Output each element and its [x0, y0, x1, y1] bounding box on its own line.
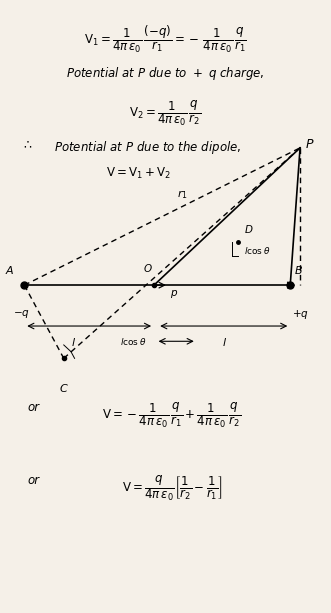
Text: $\mathrm{V} = -\dfrac{1}{4\pi\,\epsilon_0}\,\dfrac{q}{r_1} + \dfrac{1}{4\pi\,\ep: $\mathrm{V} = -\dfrac{1}{4\pi\,\epsilon_…: [103, 401, 242, 430]
Text: $\mathrm{V} = \mathrm{V}_1 + \mathrm{V}_2$: $\mathrm{V} = \mathrm{V}_1 + \mathrm{V}_…: [107, 166, 172, 181]
Text: $D$: $D$: [244, 223, 254, 235]
Text: or: or: [28, 401, 40, 414]
Text: $r_1$: $r_1$: [176, 188, 187, 201]
Text: $C$: $C$: [59, 381, 69, 394]
Text: $P$: $P$: [305, 139, 314, 151]
Text: $B$: $B$: [294, 264, 303, 276]
Text: $\mathrm{V}_2 = \dfrac{1}{4\pi\,\epsilon_0}\,\dfrac{q}{r_2}$: $\mathrm{V}_2 = \dfrac{1}{4\pi\,\epsilon…: [129, 99, 202, 128]
Text: or: or: [28, 474, 40, 487]
Text: $l\cos\theta$: $l\cos\theta$: [119, 336, 146, 347]
Text: $\mathrm{V} = \dfrac{q}{4\pi\,\epsilon_0}\left[\dfrac{1}{r_2} - \dfrac{1}{r_1}\r: $\mathrm{V} = \dfrac{q}{4\pi\,\epsilon_0…: [121, 474, 222, 503]
Text: $p$: $p$: [170, 288, 178, 300]
Text: $-q$: $-q$: [13, 308, 29, 321]
Text: $A$: $A$: [5, 264, 15, 276]
Text: $+q$: $+q$: [292, 308, 309, 321]
Text: $\therefore$: $\therefore$: [21, 139, 33, 151]
Text: $\mathrm{V}_1 = \dfrac{1}{4\pi\,\epsilon_0}\,\dfrac{(-q)}{r_1} = -\,\dfrac{1}{4\: $\mathrm{V}_1 = \dfrac{1}{4\pi\,\epsilon…: [84, 23, 247, 55]
Text: $l$: $l$: [71, 336, 76, 348]
Text: $\it{Potential\ at\ P\ due\ to\ +\ q\ charge,}$: $\it{Potential\ at\ P\ due\ to\ +\ q\ ch…: [66, 66, 265, 83]
Text: $O$: $O$: [143, 262, 152, 274]
Text: $l$: $l$: [222, 336, 227, 348]
Text: $\bf{\it{Potential\ at\ P\ due\ to\ the\ dipole,}}$: $\bf{\it{Potential\ at\ P\ due\ to\ the\…: [54, 139, 241, 156]
Text: $l\cos\theta$: $l\cos\theta$: [244, 245, 271, 256]
